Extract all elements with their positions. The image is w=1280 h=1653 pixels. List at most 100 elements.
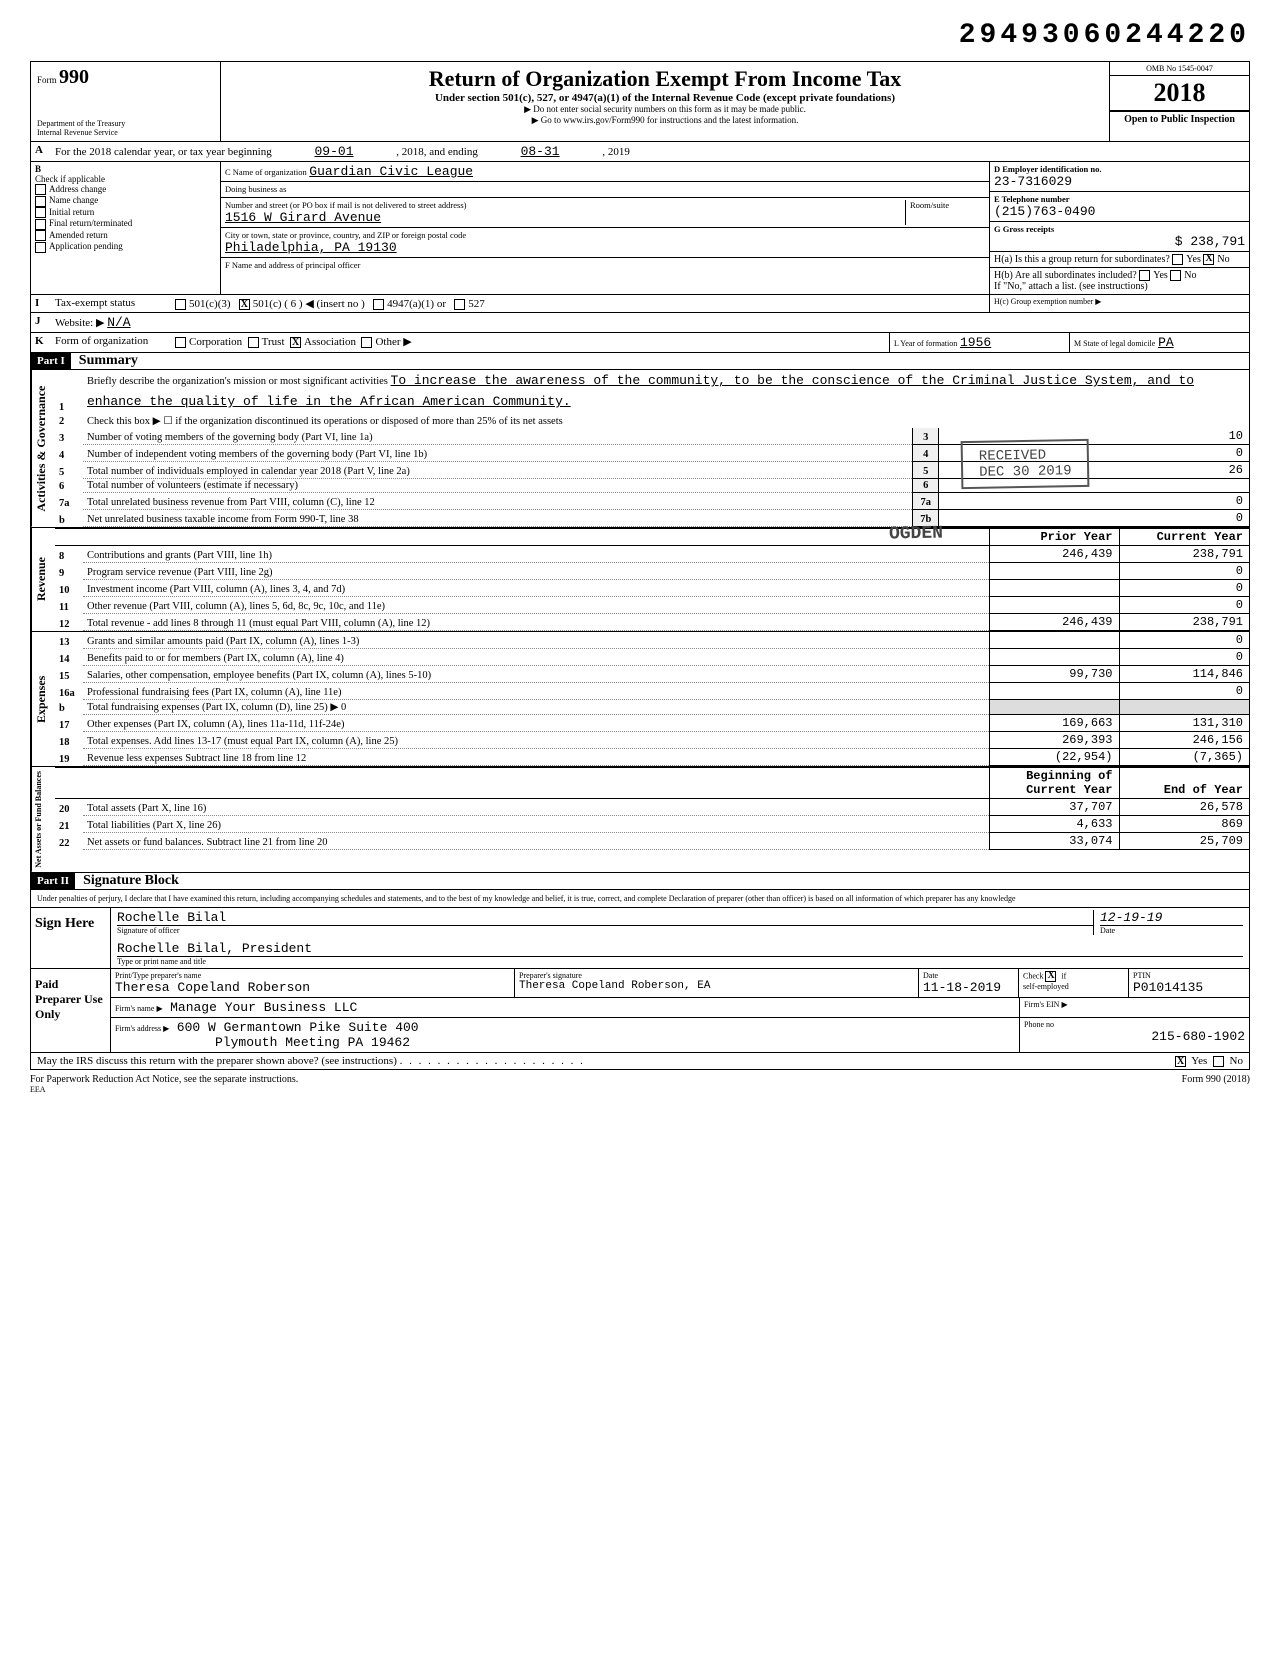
status-label: Tax-exempt status: [51, 295, 171, 312]
cb-trust[interactable]: [248, 337, 259, 348]
ptin-value: P01014135: [1133, 980, 1245, 995]
rev-12: Total revenue - add lines 8 through 11 (…: [83, 614, 989, 631]
cb-pending[interactable]: [35, 242, 46, 253]
rev-9: Program service revenue (Part VIII, line…: [83, 563, 989, 580]
sig-date: 12-19-19: [1100, 910, 1243, 925]
paperwork-notice: For Paperwork Reduction Act Notice, see …: [30, 1074, 298, 1085]
prep-sig-label: Preparer's signature: [519, 971, 914, 980]
row-i-status: I Tax-exempt status 501(c)(3) 501(c) ( 6…: [30, 295, 1250, 313]
cb-527[interactable]: [454, 299, 465, 310]
firm-addr2: Plymouth Meeting PA 19462: [115, 1035, 410, 1050]
gov-line-3: Number of voting members of the governin…: [83, 428, 913, 445]
discuss-label: May the IRS discuss this return with the…: [37, 1055, 397, 1067]
exp-17: Other expenses (Part IX, column (A), lin…: [83, 715, 989, 732]
year-form-value: 1956: [960, 335, 991, 350]
prior-year-header: Prior Year: [989, 529, 1119, 546]
na-22: Net assets or fund balances. Subtract li…: [83, 833, 989, 850]
cb-name[interactable]: [35, 196, 46, 207]
signature-block: Under penalties of perjury, I declare th…: [30, 890, 1250, 1070]
cb-other[interactable]: [361, 337, 372, 348]
period-endyear: , 2019: [602, 146, 630, 158]
officer-label: F Name and address of principal officer: [225, 260, 985, 270]
room-label: Room/suite: [910, 200, 985, 210]
rev-11: Other revenue (Part VIII, column (A), li…: [83, 597, 989, 614]
part1-label: Part I: [31, 353, 71, 369]
phone-label: E Telephone number: [994, 194, 1245, 204]
row-k-formorg: K Form of organization Corporation Trust…: [30, 333, 1250, 353]
year-form-label: L Year of formation: [894, 339, 957, 348]
officer-sig-name: Rochelle Bilal: [117, 910, 1093, 925]
gov-line-7a: Total unrelated business revenue from Pa…: [83, 493, 913, 510]
cb-hb-yes[interactable]: [1139, 270, 1150, 281]
cb-501c3[interactable]: [175, 299, 186, 310]
cb-initial[interactable]: [35, 207, 46, 218]
gross-value: $ 238,791: [994, 234, 1245, 249]
cb-amended[interactable]: [35, 230, 46, 241]
prep-date: 11-18-2019: [923, 980, 1014, 995]
current-year-header: Current Year: [1119, 529, 1249, 546]
cb-corp[interactable]: [175, 337, 186, 348]
prep-name-label: Print/Type preparer's name: [115, 971, 510, 980]
exp-19: Revenue less expenses Subtract line 18 f…: [83, 749, 989, 766]
perjury-text: Under penalties of perjury, I declare th…: [31, 890, 1249, 908]
rev-10: Investment income (Part VIII, column (A)…: [83, 580, 989, 597]
website-value: N/A: [107, 315, 130, 330]
cb-hb-no[interactable]: [1170, 270, 1181, 281]
form-note1: ▶ Do not enter social security numbers o…: [227, 104, 1103, 115]
governance-label: Activities & Governance: [31, 370, 55, 527]
firm-addr1: 600 W Germantown Pike Suite 400: [177, 1020, 419, 1035]
org-name-label: C Name of organization: [225, 167, 307, 177]
prep-phone-label: Phone no: [1024, 1020, 1245, 1029]
expenses-label: Expenses: [31, 632, 55, 766]
footer: For Paperwork Reduction Act Notice, see …: [30, 1070, 1250, 1085]
exp-15: Salaries, other compensation, employee b…: [83, 666, 989, 683]
section-revenue: Revenue Prior YearCurrent Year 8Contribu…: [30, 528, 1250, 632]
rev-8: Contributions and grants (Part VIII, lin…: [83, 546, 989, 563]
street-label: Number and street (or PO box if mail is …: [225, 200, 905, 210]
tax-year: 2018: [1110, 76, 1249, 111]
period-begin: 09-01: [274, 144, 393, 159]
prep-phone: 215-680-1902: [1024, 1029, 1245, 1044]
omb-number: OMB No 1545-0047: [1110, 62, 1249, 76]
title-label: Type or print name and title: [117, 956, 1243, 966]
cb-final[interactable]: [35, 219, 46, 230]
part1-title: Summary: [71, 353, 138, 369]
form-note2: ▶ Go to www.irs.gov/Form990 for instruct…: [227, 115, 1103, 126]
state-label: M State of legal domicile: [1074, 339, 1155, 348]
netassets-label: Net Assets or Fund Balances: [31, 767, 55, 872]
open-public: Open to Public Inspection: [1110, 111, 1249, 127]
exp-14: Benefits paid to or for members (Part IX…: [83, 649, 989, 666]
gov-line-7b: Net unrelated business taxable income fr…: [83, 510, 913, 527]
begin-year-header: Beginning of Current Year: [989, 768, 1119, 799]
exp-13: Grants and similar amounts paid (Part IX…: [83, 632, 989, 649]
ha-label: H(a) Is this a group return for subordin…: [994, 254, 1170, 265]
firm-name: Manage Your Business LLC: [170, 1000, 357, 1015]
form-subtitle: Under section 501(c), 527, or 4947(a)(1)…: [227, 92, 1103, 104]
cb-ha-yes[interactable]: [1172, 254, 1183, 265]
cb-discuss-no[interactable]: [1213, 1056, 1224, 1067]
section-governance: Activities & Governance 1 Briefly descri…: [30, 370, 1250, 528]
formorg-label: Form of organization: [51, 333, 171, 352]
firm-name-label: Firm's name ▶: [115, 1004, 163, 1013]
cb-assoc[interactable]: [290, 337, 301, 348]
prep-sig: Theresa Copeland Roberson, EA: [519, 980, 914, 992]
cb-self-emp[interactable]: [1045, 971, 1056, 982]
part2-label: Part II: [31, 873, 75, 889]
document-id: 29493060244220: [30, 20, 1250, 51]
form-number: 990: [59, 66, 89, 88]
ein-value: 23-7316029: [994, 174, 1245, 189]
cb-4947[interactable]: [373, 299, 384, 310]
cb-address[interactable]: [35, 184, 46, 195]
cb-discuss-yes[interactable]: [1175, 1056, 1186, 1067]
org-name: Guardian Civic League: [309, 164, 473, 179]
city-value: Philadelphia, PA 19130: [225, 240, 985, 255]
gov-line-5: Total number of individuals employed in …: [83, 462, 913, 479]
officer-sig-label: Signature of officer: [117, 925, 1093, 935]
check-header: Check if applicable: [35, 174, 216, 184]
cb-501c[interactable]: [239, 299, 250, 310]
ogden-stamp: OGDEN: [873, 517, 960, 550]
received-stamp: RECEIVED DEC 30 2019: [960, 439, 1089, 489]
na-20: Total assets (Part X, line 16): [83, 799, 989, 816]
cb-ha-no[interactable]: [1203, 254, 1214, 265]
ein-label: D Employer identification no.: [994, 164, 1245, 174]
